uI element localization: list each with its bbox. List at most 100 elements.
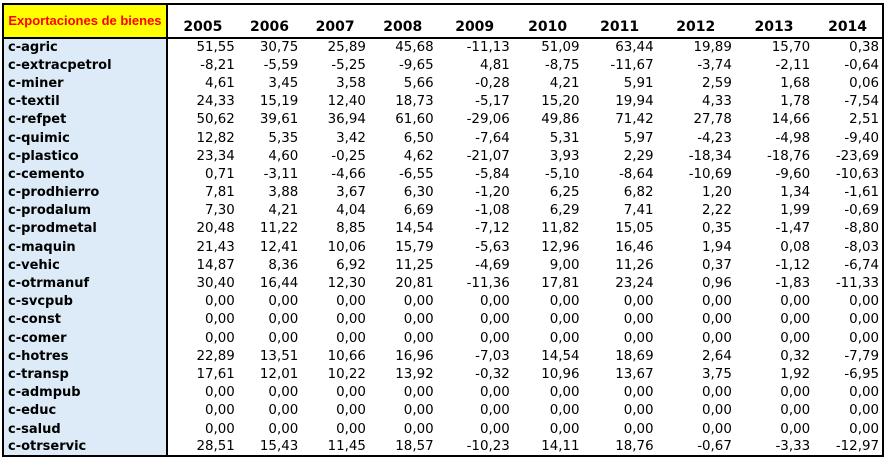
value-cell: 4,60 (268, 148, 299, 164)
value-cell: 28,51 (196, 439, 235, 455)
value-cell: 15,43 (259, 439, 299, 455)
value-cell: 0,37 (702, 257, 732, 273)
value-cell: 20,81 (395, 276, 434, 292)
table-row: c-miner 4,61 3,45 3,58 5,66 -0,28 4,21 5,91 2,59… (3, 74, 883, 93)
value-cell: 0,00 (268, 330, 299, 346)
value-cell: 0,00 (702, 403, 732, 419)
value-cell: 0,00 (479, 403, 510, 419)
value-cell: 3,58 (336, 75, 366, 91)
row-label: c-prodhierro (3, 183, 168, 202)
value-cell: -9,40 (844, 130, 879, 146)
value-cell: 10,66 (327, 348, 366, 364)
value-cell: 3,93 (549, 148, 580, 164)
value-cell: 0,00 (849, 312, 879, 328)
value-cell: -1,61 (844, 185, 879, 201)
value-cell: 3,75 (702, 366, 732, 382)
table-row: c-plastico 23,34 4,60 -0,25 4,62 -21,07 3,93 2,… (3, 147, 883, 166)
value-cell: 0,00 (204, 385, 235, 401)
value-cell: 3,42 (336, 130, 366, 146)
table-row: c-const 0,00 0,00 0,00 0,00 0,00 0,00 0,00 0,00 0… (3, 310, 883, 329)
value-cell: 7,41 (623, 203, 654, 219)
value-cell: -10,69 (688, 166, 732, 182)
row-label: c-vehic (3, 256, 168, 275)
value-cell: 39,61 (259, 112, 299, 128)
value-cell: 50,62 (196, 112, 235, 128)
value-cell: 9,00 (549, 257, 580, 273)
value-cell: 4,33 (702, 94, 732, 110)
value-cell: 0,00 (849, 294, 879, 310)
value-cell: 2,22 (702, 203, 732, 219)
year-header: 2010 (512, 4, 583, 39)
value-cell: 12,82 (196, 130, 235, 146)
year-header: 2008 (368, 4, 437, 39)
value-cell: 12,41 (259, 239, 299, 255)
table-row: c-hotres 22,89 13,51 10,66 16,96 -7,03 14,54 18… (3, 347, 883, 366)
value-cell: 0,00 (336, 403, 366, 419)
value-cell: -7,64 (475, 130, 510, 146)
value-cell: 4,21 (549, 75, 580, 91)
value-cell: 7,81 (204, 185, 235, 201)
value-cell: 49,86 (541, 112, 580, 128)
value-cell: 19,94 (615, 94, 654, 110)
value-cell: 0,00 (780, 330, 811, 346)
value-cell: 4,62 (403, 148, 434, 164)
value-cell: 0,00 (702, 330, 732, 346)
value-cell: -9,65 (398, 57, 434, 73)
value-cell: 18,73 (395, 94, 434, 110)
value-cell: 2,59 (702, 75, 732, 91)
row-label: c-extracpetrol (3, 56, 168, 75)
value-cell: -2,11 (775, 57, 811, 73)
row-label: c-refpet (3, 110, 168, 129)
value-cell: -5,84 (475, 166, 510, 182)
value-cell: 1,20 (702, 185, 732, 201)
value-cell: 12,01 (259, 366, 299, 382)
value-cell: -8,03 (844, 239, 879, 255)
value-cell: -11,67 (610, 57, 654, 73)
value-cell: 71,42 (615, 112, 654, 128)
year-header: 2012 (656, 4, 735, 39)
value-cell: -18,76 (766, 148, 811, 164)
value-cell: 1,68 (780, 75, 811, 91)
value-cell: 0,00 (780, 294, 811, 310)
year-header: 2007 (301, 4, 369, 39)
value-cell: 1,92 (780, 366, 811, 382)
row-label: c-salud (3, 419, 168, 439)
value-cell: -7,03 (475, 348, 510, 364)
value-cell: 18,76 (615, 439, 654, 455)
value-cell: 0,08 (780, 239, 811, 255)
value-cell: 13,67 (615, 366, 654, 382)
row-label: c-comer (3, 329, 168, 348)
table-row: c-vehic 14,87 8,36 6,92 11,25 -4,69 9,00 11,26 0… (3, 256, 883, 275)
value-cell: 5,97 (623, 130, 654, 146)
value-cell: 0,06 (849, 75, 879, 91)
value-cell: 11,26 (615, 257, 654, 273)
value-cell: 14,11 (541, 439, 580, 455)
value-cell: 0,00 (549, 403, 580, 419)
value-cell: -3,74 (697, 57, 732, 73)
table-row: c-cemento 0,71 -3,11 -4,66 -6,55 -5,84 -5,10 -8… (3, 165, 883, 184)
value-cell: 13,51 (259, 348, 299, 364)
value-cell: 36,94 (327, 112, 366, 128)
value-cell: 13,92 (395, 366, 434, 382)
value-cell: -5,25 (331, 57, 366, 73)
row-label: c-maquin (3, 238, 168, 257)
value-cell: -1,12 (775, 257, 811, 273)
value-cell: 4,81 (479, 57, 510, 73)
value-cell: 27,78 (693, 112, 732, 128)
value-cell: 1,34 (780, 185, 811, 201)
value-cell: 7,30 (204, 203, 235, 219)
value-cell: -10,63 (835, 166, 879, 182)
value-cell: 0,00 (849, 385, 879, 401)
value-cell: 30,75 (259, 40, 299, 56)
value-cell: 15,70 (771, 40, 811, 56)
value-cell: 12,30 (327, 276, 366, 292)
value-cell: 0,00 (479, 421, 510, 437)
value-cell: 19,89 (693, 40, 732, 56)
value-cell: 16,44 (259, 276, 299, 292)
value-cell: 0,00 (702, 312, 732, 328)
value-cell: 0,00 (403, 312, 434, 328)
value-cell: -11,36 (466, 276, 510, 292)
value-cell: 11,45 (327, 439, 366, 455)
value-cell: -8,64 (618, 166, 654, 182)
value-cell: -11,13 (466, 40, 510, 56)
